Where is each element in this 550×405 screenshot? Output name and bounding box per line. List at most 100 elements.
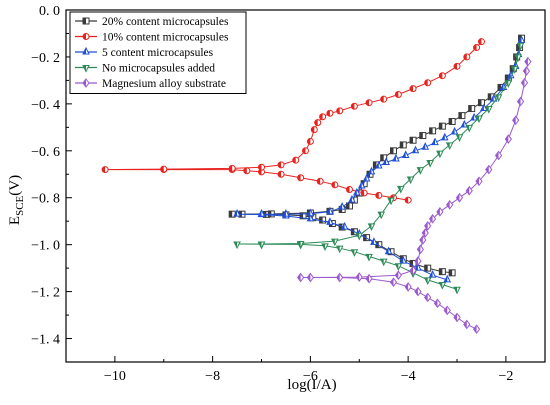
data-point-fill xyxy=(449,118,453,125)
data-point-fill xyxy=(351,228,355,235)
data-point-fill xyxy=(410,137,414,144)
data-point-fill xyxy=(331,181,335,188)
data-point-fill xyxy=(307,273,311,282)
x-tick-label: −6 xyxy=(303,369,318,384)
data-point-fill xyxy=(454,287,458,294)
data-point-fill xyxy=(505,135,509,144)
y-tick-label: −1. 2 xyxy=(31,286,60,301)
data-point-fill xyxy=(405,197,409,204)
data-point-fill xyxy=(439,268,443,275)
x-tick-label: −4 xyxy=(401,369,416,384)
data-point-fill xyxy=(480,104,484,111)
y-axis-label-subscript: SCE xyxy=(14,195,26,215)
data-point-fill xyxy=(307,214,311,221)
data-point-fill xyxy=(331,239,335,246)
data-point-fill xyxy=(378,212,382,219)
data-point-fill xyxy=(278,161,282,168)
data-point-fill xyxy=(297,174,301,181)
data-point-fill xyxy=(319,217,323,224)
data-point-fill xyxy=(358,182,362,188)
data-point-fill xyxy=(302,147,306,154)
data-point-fill xyxy=(485,106,489,113)
legend-entry-label: No microcapsules added xyxy=(102,63,215,75)
data-point-fill xyxy=(258,241,262,248)
data-point-fill xyxy=(297,241,301,248)
data-point-fill xyxy=(439,123,443,130)
data-point-fill xyxy=(434,299,438,308)
y-axis-label-main: E xyxy=(7,216,23,225)
data-point-fill xyxy=(458,112,462,119)
data-point-fill xyxy=(336,107,340,114)
legend-entry-label: 5 content microcapsules xyxy=(102,47,214,59)
y-tick-label: −0. 2 xyxy=(31,51,60,66)
data-point-fill xyxy=(446,200,450,209)
data-point-fill xyxy=(229,165,233,172)
data-point-fill xyxy=(402,151,406,158)
data-point-fill xyxy=(429,127,433,134)
data-point-fill xyxy=(429,271,433,278)
data-point-fill xyxy=(380,259,384,266)
data-point-fill xyxy=(436,151,440,158)
data-point-fill xyxy=(314,119,318,126)
data-point-fill xyxy=(258,210,262,217)
data-point-fill xyxy=(83,65,86,72)
data-point-fill xyxy=(517,97,521,106)
data-point-fill xyxy=(339,224,343,231)
data-point-fill xyxy=(466,125,470,132)
data-point-fill xyxy=(441,133,445,140)
data-point-fill xyxy=(83,18,86,24)
data-point-fill xyxy=(229,211,233,218)
data-point-fill xyxy=(311,126,315,133)
data-point-fill xyxy=(348,196,352,203)
data-point-fill xyxy=(414,264,418,271)
data-point-fill xyxy=(322,243,326,250)
data-point-fill xyxy=(383,158,387,165)
data-point-fill xyxy=(468,105,472,112)
data-point-fill xyxy=(466,186,470,195)
data-point-fill xyxy=(417,167,421,174)
data-point-fill xyxy=(307,138,311,145)
data-point-fill xyxy=(385,247,389,254)
data-point-fill xyxy=(488,93,492,100)
data-point-fill xyxy=(473,325,477,334)
data-point-fill xyxy=(512,116,516,125)
data-point-fill xyxy=(476,115,480,122)
data-point-fill xyxy=(83,33,86,40)
data-point-fill xyxy=(495,94,499,101)
data-point-fill xyxy=(449,269,453,276)
data-point-fill xyxy=(505,80,509,87)
data-point-fill xyxy=(278,171,282,178)
data-point-fill xyxy=(395,271,399,280)
data-point-fill xyxy=(375,162,379,169)
data-point-fill xyxy=(429,214,433,223)
data-point-fill xyxy=(326,110,330,117)
data-point-fill xyxy=(319,113,323,120)
series-1 xyxy=(101,38,485,204)
data-point-fill xyxy=(521,78,525,87)
data-point-fill xyxy=(410,85,414,92)
series-0 xyxy=(228,34,526,277)
data-point-fill xyxy=(234,210,238,217)
data-point-fill xyxy=(339,203,343,210)
data-point-fill xyxy=(373,161,377,168)
data-point-fill xyxy=(292,157,296,164)
data-point-fill xyxy=(461,120,465,127)
data-point-fill xyxy=(419,235,423,244)
data-point-fill xyxy=(380,96,384,103)
data-point-fill xyxy=(336,273,340,282)
data-point-fill xyxy=(366,99,370,106)
series-4 xyxy=(296,56,532,334)
data-point-fill xyxy=(414,257,418,266)
data-point-fill xyxy=(388,198,392,205)
data-point-fill xyxy=(234,241,238,248)
data-point-fill xyxy=(282,210,286,217)
data-point-fill xyxy=(471,113,475,120)
data-point-fill xyxy=(258,164,262,171)
data-point-fill xyxy=(83,48,86,54)
data-point-fill xyxy=(356,273,360,282)
data-point-fill xyxy=(351,249,355,256)
y-tick-label: −0. 4 xyxy=(31,98,60,113)
data-point-fill xyxy=(463,53,467,60)
data-point-fill xyxy=(160,166,164,173)
